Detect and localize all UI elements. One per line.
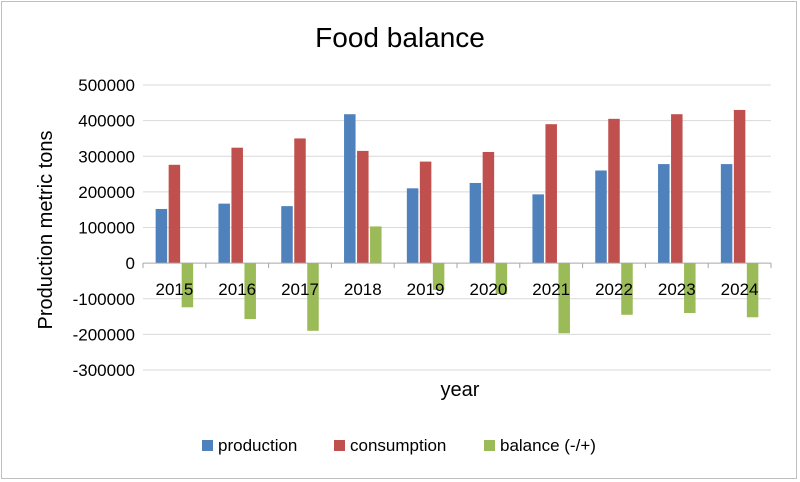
y-tick-label: 300000 [78,147,135,166]
y-tick-label: -100000 [73,290,135,309]
bar-production-2019 [406,188,419,264]
bar-production-2017 [281,206,293,264]
bar-production-2018 [344,114,356,264]
bar-consumption-2022 [608,118,620,264]
bar-production-2015 [155,208,168,264]
bar-balance-2020 [495,263,508,295]
legend-swatch [202,440,213,451]
x-tick-labels: 2015 2016 2017 2018 2019 2020 2021 2022 2023 2024 [155,280,758,299]
bar-production-2022 [595,170,607,264]
x-tick-label: 2015 [155,280,193,299]
bar-balance-2017 [307,263,319,331]
x-tick-label: 2024 [721,280,759,299]
bar-production-2021 [532,194,544,264]
x-tick-label: 2023 [658,280,696,299]
bar-marks [155,109,759,334]
bar-consumption-2019 [419,161,432,264]
bar-balance-2024 [746,263,759,318]
x-tick-label: 2019 [407,280,445,299]
bar-consumption-2016 [231,147,243,264]
bar-consumption-2024 [733,109,746,264]
x-tick-label: 2022 [595,280,633,299]
bar-consumption-2023 [671,114,683,264]
legend-swatch [334,440,345,451]
legend: production consumption balance (-/+) [202,436,596,455]
bar-balance-2016 [244,263,256,320]
y-tick-label: -200000 [73,325,135,344]
bar-production-2016 [218,203,230,264]
y-tick-label: 500000 [78,76,135,95]
y-tick-label: 200000 [78,183,135,202]
bar-production-2023 [658,164,670,264]
x-tick-label: 2018 [344,280,382,299]
y-tick-label: 400000 [78,112,135,131]
y-axis-label: Production metric tons [35,131,57,330]
bar-consumption-2015 [168,164,181,264]
bar-balance-2021 [558,263,570,334]
legend-label: production [218,436,297,455]
x-tick-label: 2021 [532,280,570,299]
y-tick-label: -300000 [73,361,135,380]
grid-lines [143,84,771,371]
bar-balance-2019 [432,263,445,290]
bar-consumption-2018 [357,150,369,264]
legend-swatch [484,440,495,451]
zero-axis [142,262,772,269]
bar-consumption-2020 [482,151,495,264]
y-tick-label: 0 [126,254,135,273]
x-tick-label: 2017 [281,280,319,299]
y-tick-label: 100000 [78,219,135,238]
bar-balance-2015 [181,263,194,308]
bar-consumption-2021 [545,124,557,264]
x-axis-label: year [441,379,480,401]
legend-label: consumption [350,436,446,455]
chart-title: Food balance [315,22,485,53]
y-tick-labels: 500000 400000 300000 200000 100000 0 -100000 -2… [73,76,135,380]
x-tick-label: 2016 [218,280,256,299]
bar-consumption-2017 [294,138,306,264]
bar-production-2024 [720,164,733,264]
x-tick-label: 2020 [469,280,507,299]
bar-balance-2018 [370,226,382,264]
bar-balance-2023 [684,263,696,313]
legend-label: balance (-/+) [500,436,596,455]
bar-production-2020 [469,182,482,264]
bar-balance-2022 [621,263,633,315]
